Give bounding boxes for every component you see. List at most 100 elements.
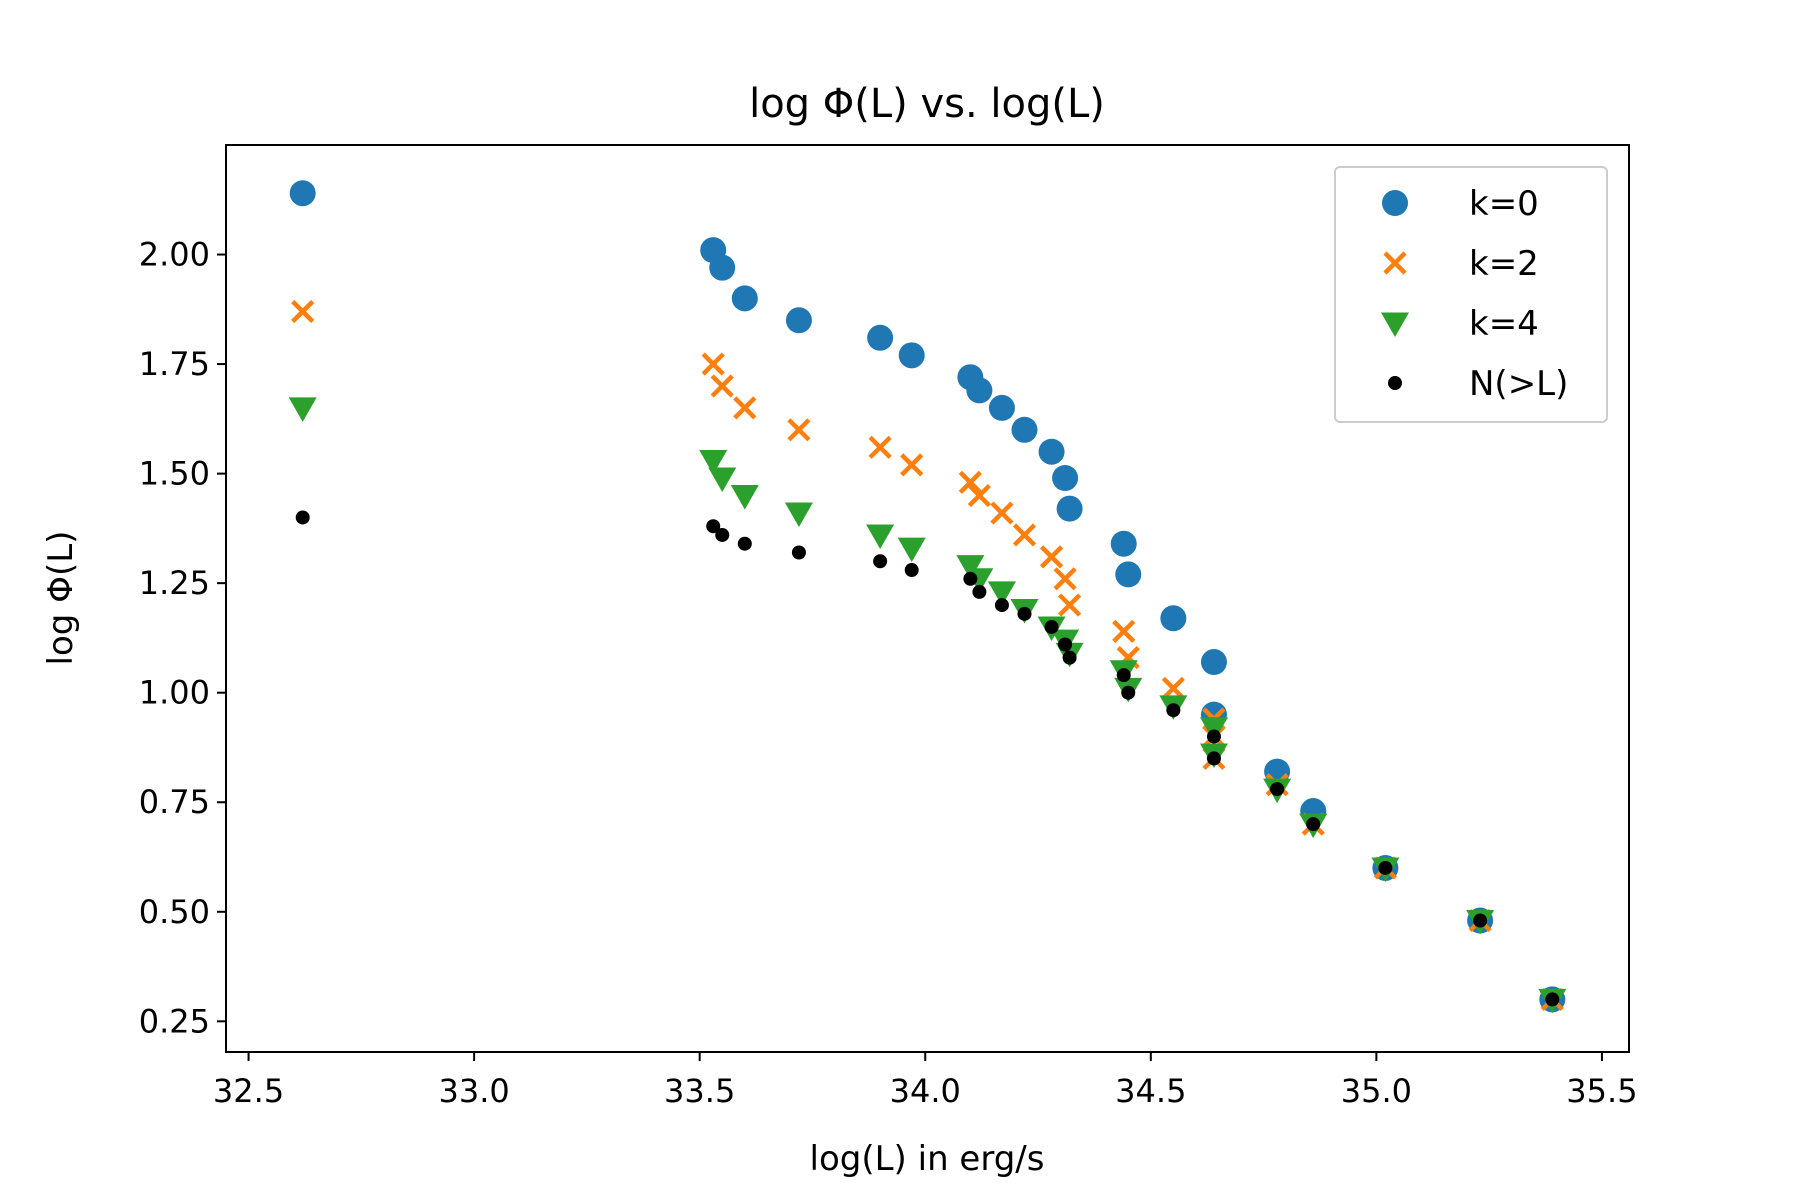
data-point [868,435,892,459]
data-point [710,374,734,398]
data-point [966,377,993,404]
y-axis: 0.25 0.50 0.75 1.00 1.25 1.50 1.75 2.00 [139,236,226,1040]
data-point [900,453,924,477]
data-point [784,502,813,528]
data-point [1012,523,1037,547]
data-point [730,485,759,510]
data-point [737,536,752,551]
data-point [715,527,730,542]
data-point [958,470,982,494]
legend-marker [1383,251,1407,275]
y-tick-label: 2.00 [139,236,210,274]
y-tick-label: 1.25 [139,564,210,602]
data-point [898,342,925,369]
data-point [1270,782,1285,797]
data-point [787,418,811,442]
series-4 [295,510,1560,1007]
data-point [1378,860,1393,875]
data-point [1112,619,1136,643]
data-point [1161,676,1185,700]
data-point [1053,567,1077,591]
data-point [1044,619,1059,634]
data-point [1056,495,1083,522]
x-tick-label: 35.0 [1341,1072,1412,1110]
data-point [867,324,894,351]
data-point [1116,668,1131,683]
data-point [1199,717,1228,742]
data-point [987,581,1016,606]
y-tick-label: 1.50 [139,455,210,493]
data-point [1017,606,1032,621]
data-point [731,285,758,312]
y-tick-label: 1.00 [139,674,210,712]
y-tick-label: 0.75 [139,783,210,821]
data-point [1011,416,1038,443]
data-point [904,563,919,578]
plot-area [288,180,1567,1014]
data-point [1200,649,1227,676]
data-point [897,537,926,563]
data-point [291,299,315,324]
y-tick-label: 1.75 [139,345,210,383]
axes-frame [225,144,1630,1053]
data-point [699,449,728,475]
data-point [1206,751,1221,766]
y-tick-label: 0.25 [139,1002,210,1040]
data-point [733,396,757,420]
data-point [994,598,1009,613]
data-point [1115,561,1142,588]
data-point [956,555,985,580]
legend-marker [1382,190,1408,216]
x-tick-label: 35.5 [1566,1072,1637,1110]
data-point [1062,650,1077,665]
data-point [1545,992,1560,1007]
data-point [1473,913,1488,928]
legend-marker [1381,312,1409,337]
legend-label: k=0 [1469,184,1539,224]
data-point [988,394,1015,421]
y-tick-label: 0.50 [139,893,210,931]
x-tick-label: 34.0 [890,1072,961,1110]
legend: k=0 k=2 k=4 N(>L) [1334,166,1608,423]
data-point [873,554,888,569]
x-tick-label: 33.5 [664,1072,735,1110]
x-tick-label: 34.5 [1115,1072,1186,1110]
x-tick-label: 32.5 [213,1072,284,1110]
legend-box [1334,166,1608,423]
data-point [288,397,317,422]
data-point [963,571,978,586]
data-point [972,584,987,599]
legend-label: k=2 [1469,244,1539,284]
x-axis: 32.5 33.0 33.5 34.0 34.5 35.0 35.5 [213,1052,1638,1110]
data-point [706,519,721,534]
x-tick-label: 33.0 [438,1072,509,1110]
x-axis-label: log(L) in erg/s [810,1139,1045,1179]
data-point [990,501,1014,525]
data-point [1039,545,1064,569]
data-point [967,483,991,508]
data-point [1110,530,1137,557]
data-point [1121,685,1136,700]
data-point [785,307,812,334]
data-point [701,352,725,376]
data-point [1166,703,1181,718]
legend-marker [1388,376,1402,390]
data-point [791,545,806,560]
data-point [1306,817,1321,832]
data-point [1052,465,1079,492]
y-axis-label: log Φ(L) [41,531,81,666]
data-point [295,510,310,525]
data-point [1206,729,1221,744]
data-point [1160,605,1187,632]
data-point [1058,637,1073,652]
data-point [1038,438,1065,465]
data-point [1058,593,1082,617]
data-point [866,524,895,549]
data-point [289,180,316,207]
chart-title: log Φ(L) vs. log(L) [749,81,1105,127]
data-point [708,467,737,493]
legend-label: N(>L) [1469,364,1568,404]
data-point [709,254,736,281]
legend-label: k=4 [1469,304,1539,344]
